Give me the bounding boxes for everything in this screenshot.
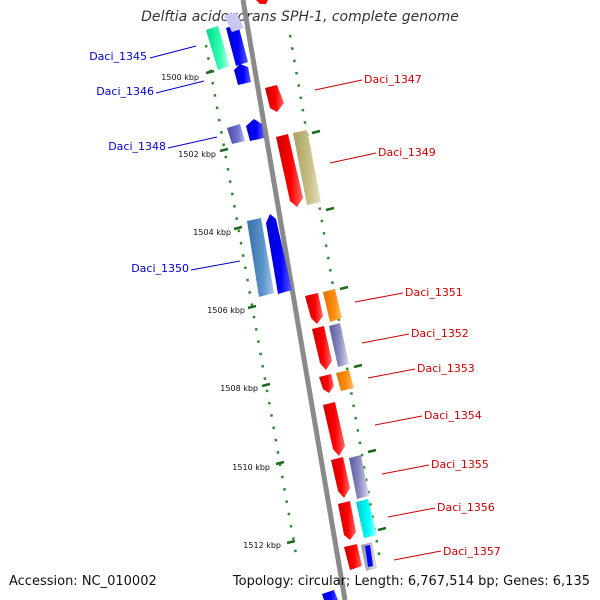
gene-daci-1355-feature[interactable] [349,455,369,499]
gene-daci-1350[interactable] [266,214,292,294]
gene-daci-1352-feature[interactable] [329,323,349,367]
kbp-label: 1502 kbp [178,150,216,159]
gene-daci-1353[interactable] [319,374,334,393]
gene-daci-1351-feature[interactable] [323,289,342,322]
gene-label-daci-1352[interactable]: Daci_1352 [411,327,469,340]
gene-bottom-hit[interactable] [322,590,338,600]
left-gene-labels: Daci_1345 Daci_1346 Daci_1348 Daci_1350 [89,50,189,275]
gene-label-daci-1355[interactable]: Daci_1355 [431,458,489,471]
gene-daci-1352[interactable] [312,326,332,370]
kbp-label: 1500 kbp [161,73,199,82]
gene-daci-1355[interactable] [331,457,350,498]
gene-daci-1349-feature[interactable] [293,130,321,205]
kbp-label: 1506 kbp [207,306,245,315]
genome-title: Delftia acidovorans SPH-1, complete geno… [141,9,459,25]
gene-daci-1356[interactable] [338,501,356,540]
topology-text: Topology: circular; Length: 6,767,514 bp… [232,574,590,589]
gene-daci-1357-blast[interactable] [365,545,373,567]
gene-daci-1349[interactable] [276,134,303,207]
kbp-label: 1512 kbp [243,541,281,550]
gene-label-daci-1357[interactable]: Daci_1357 [443,545,501,558]
gene-daci-1357[interactable] [344,544,362,570]
kbp-labels: 1500 kbp 1502 kbp 1504 kbp 1506 kbp 1508… [161,73,281,550]
gene-daci-1348-feature[interactable] [227,124,245,144]
gene-daci-1350-feature[interactable] [247,218,274,297]
gene-label-daci-1348[interactable]: Daci_1348 [108,140,166,153]
gene-daci-1345-feature[interactable] [206,26,230,70]
kbp-label: 1504 kbp [193,228,231,237]
gene-top-hit[interactable] [224,12,244,32]
gene-label-daci-1356[interactable]: Daci_1356 [437,501,495,514]
left-leader-lines [149,45,241,271]
kbp-label: 1508 kbp [220,384,258,393]
gene-daci-1353-feature[interactable] [336,370,354,391]
gene-label-daci-1350[interactable]: Daci_1350 [131,262,189,275]
gene-label-daci-1353[interactable]: Daci_1353 [417,362,475,375]
major-ticks [205,69,387,545]
right-gene-labels: Daci_1347 Daci_1349 Daci_1351 Daci_1352 … [364,73,501,558]
gene-label-daci-1347[interactable]: Daci_1347 [364,73,422,86]
gene-daci-1354[interactable] [323,402,345,456]
gene-daci-1356-feature[interactable] [356,499,377,538]
gene-daci-1347[interactable] [265,85,284,112]
right-leader-lines [314,79,442,561]
gene-daci-1348[interactable] [246,119,264,141]
gene-label-daci-1346[interactable]: Daci_1346 [96,85,154,98]
genome-backbone [240,0,348,600]
forward-strand-genes [256,0,377,571]
gene-daci-1351[interactable] [305,293,323,324]
minor-tick-ring [204,34,382,561]
gene-label-daci-1349[interactable]: Daci_1349 [378,146,436,159]
accession-text: Accession: NC_010002 [9,574,157,589]
gene-label-daci-1351[interactable]: Daci_1351 [405,286,463,299]
reverse-strand-genes [206,12,338,600]
kbp-label: 1510 kbp [232,463,270,472]
gene-daci-1345-blast[interactable] [226,24,248,66]
gene-label-daci-1354[interactable]: Daci_1354 [424,409,482,422]
gene-daci-1346[interactable] [234,64,251,85]
gene-label-daci-1345[interactable]: Daci_1345 [89,50,147,63]
gene-top-red[interactable] [256,0,268,4]
